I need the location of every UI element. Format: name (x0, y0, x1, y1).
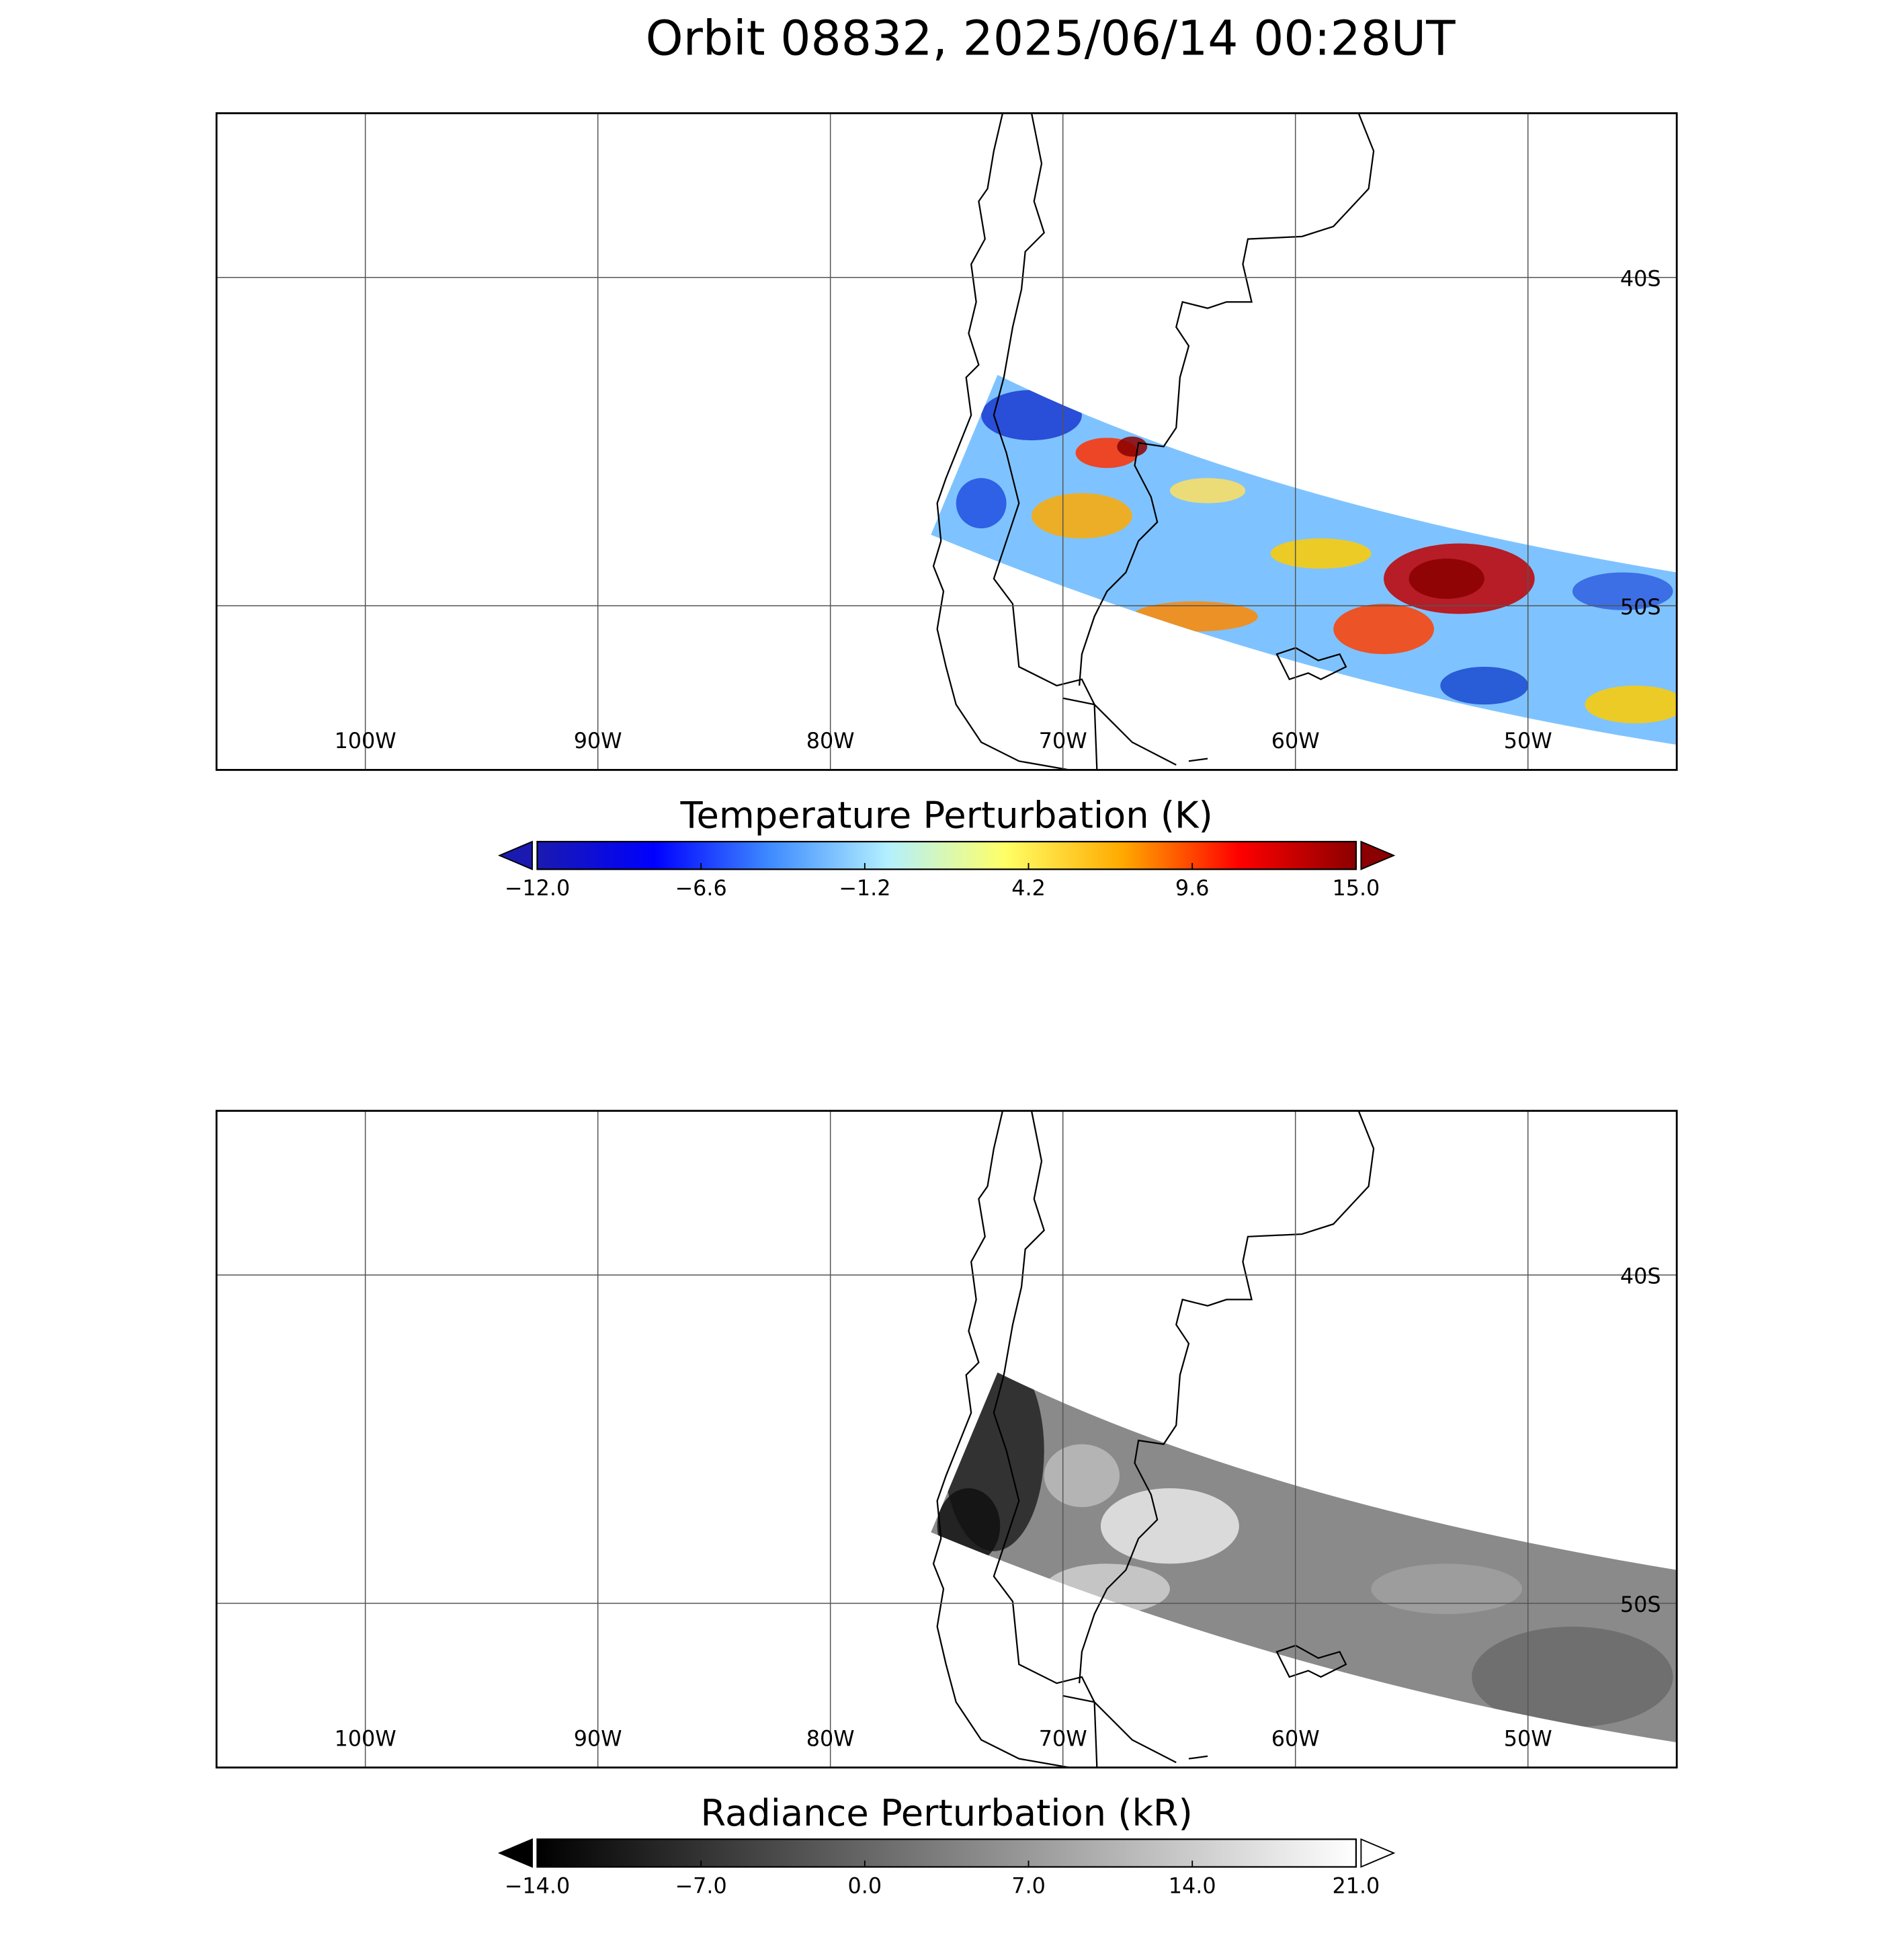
x-tick-label: 50W (1504, 728, 1552, 753)
x-tick-label: 100W (335, 728, 396, 753)
colorbar-tick-label: 15.0 (1332, 875, 1380, 901)
map-panel: 100W 90W 80W 70W 60W 50W 40S 50S Radiance Pertur… (215, 1110, 1678, 1898)
map-border (215, 1110, 1678, 1769)
map-panel: 100W 90W 80W 70W 60W 50W 40S 50S Temperature Per… (215, 112, 1678, 901)
colorbar-tick-label: −7.0 (675, 1873, 727, 1898)
x-tick-label: 70W (1039, 1725, 1087, 1751)
colorbar-title: Temperature Perturbation (K) (680, 794, 1213, 837)
map-border (215, 112, 1678, 771)
colorbar-title: Radiance Perturbation (kR) (701, 1792, 1193, 1834)
colorbar-extend-low (497, 840, 533, 870)
coastline (932, 113, 1375, 771)
x-tick-label: 90W (574, 1725, 622, 1751)
x-tick-label: 60W (1271, 1725, 1320, 1751)
y-tick-label: 50S (1620, 594, 1661, 620)
figure-title: Orbit 08832, 2025/06/14 00:28UT (646, 10, 1456, 66)
y-tick-label: 40S (1620, 266, 1661, 291)
y-tick-label: 40S (1620, 1264, 1661, 1289)
colorbar-tick-label: 0.0 (848, 1873, 882, 1898)
colorbar-tick-label: 21.0 (1332, 1873, 1380, 1898)
colorbar-extend-low (497, 1838, 533, 1868)
colorbar-tick-label: −12.0 (505, 875, 570, 901)
colorbar-tick-label: 4.2 (1011, 875, 1046, 901)
colorbar-extend-high (1360, 1838, 1396, 1868)
y-tick-label: 50S (1620, 1592, 1661, 1617)
colorbar-tick-label: 14.0 (1169, 1873, 1216, 1898)
x-tick-label: 100W (335, 1725, 396, 1751)
colorbar-tick-label: 9.6 (1175, 875, 1210, 901)
x-tick-label: 80W (806, 728, 855, 753)
colorbar-tick-label: −6.6 (675, 875, 727, 901)
coastline (932, 1110, 1375, 1768)
colorbar (536, 840, 1357, 870)
x-tick-label: 60W (1271, 728, 1320, 753)
colorbar-extend-high (1360, 840, 1396, 870)
x-tick-label: 80W (806, 1725, 855, 1751)
x-tick-label: 50W (1504, 1725, 1552, 1751)
colorbar (536, 1838, 1357, 1868)
colorbar-tick-label: −14.0 (505, 1873, 570, 1898)
x-tick-label: 90W (574, 728, 622, 753)
colorbar-tick-label: 7.0 (1011, 1873, 1046, 1898)
colorbar-tick-label: −1.2 (839, 875, 890, 901)
x-tick-label: 70W (1039, 728, 1087, 753)
